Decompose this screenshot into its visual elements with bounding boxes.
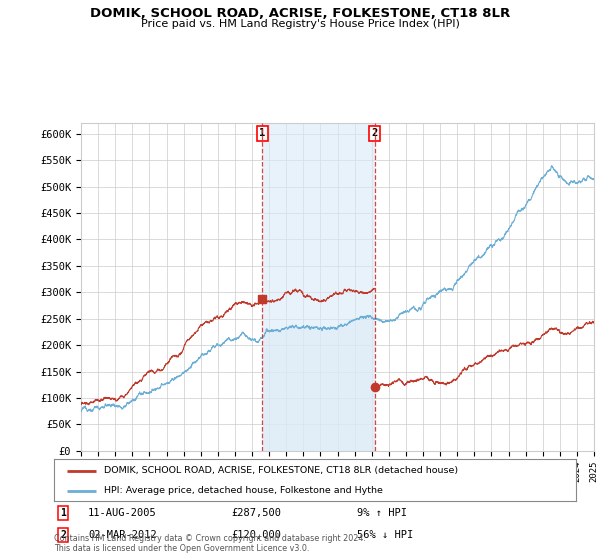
Text: Price paid vs. HM Land Registry's House Price Index (HPI): Price paid vs. HM Land Registry's House … xyxy=(140,19,460,29)
Text: 2: 2 xyxy=(371,128,378,138)
Text: DOMIK, SCHOOL ROAD, ACRISE, FOLKESTONE, CT18 8LR: DOMIK, SCHOOL ROAD, ACRISE, FOLKESTONE, … xyxy=(90,7,510,20)
Text: £120,000: £120,000 xyxy=(232,530,281,540)
Text: HPI: Average price, detached house, Folkestone and Hythe: HPI: Average price, detached house, Folk… xyxy=(104,486,382,495)
Text: 1: 1 xyxy=(61,508,67,518)
Text: Contains HM Land Registry data © Crown copyright and database right 2024.
This d: Contains HM Land Registry data © Crown c… xyxy=(54,534,366,553)
Text: 02-MAR-2012: 02-MAR-2012 xyxy=(88,530,157,540)
Text: 56% ↓ HPI: 56% ↓ HPI xyxy=(357,530,413,540)
Text: 9% ↑ HPI: 9% ↑ HPI xyxy=(357,508,407,518)
Text: £287,500: £287,500 xyxy=(232,508,281,518)
Text: 2: 2 xyxy=(61,530,67,540)
Text: 11-AUG-2005: 11-AUG-2005 xyxy=(88,508,157,518)
Text: 1: 1 xyxy=(259,128,265,138)
Text: DOMIK, SCHOOL ROAD, ACRISE, FOLKESTONE, CT18 8LR (detached house): DOMIK, SCHOOL ROAD, ACRISE, FOLKESTONE, … xyxy=(104,466,458,475)
